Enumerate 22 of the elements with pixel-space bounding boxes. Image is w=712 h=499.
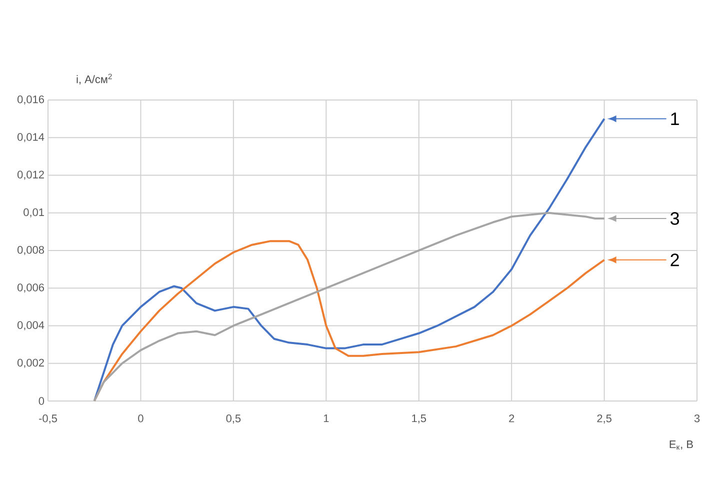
x-tick-label: 1	[324, 414, 329, 422]
y-tick-label: 0	[38, 397, 44, 405]
y-axis-title: i, А/см$^{2}$	[76, 74, 112, 84]
legend-label: 3	[670, 212, 679, 225]
x-tick-label: 0,5	[226, 414, 241, 424]
y-tick-label: 0,002	[17, 358, 44, 368]
x-tick-label: 1,5	[412, 414, 426, 424]
x-tick-label: 3	[694, 414, 700, 422]
x-axis-title: E$_{к}$, В	[670, 440, 693, 450]
x-tick-label: 2,5	[597, 414, 612, 424]
legend-label: 2	[670, 254, 679, 266]
y-tick-label: 0,014	[17, 133, 44, 142]
y-tick-label: 0,008	[17, 246, 44, 256]
y-tick-label: 0,01	[24, 208, 44, 218]
x-tick-label: 2	[509, 414, 514, 422]
legend-label: 1	[671, 112, 679, 125]
y-tick-label: 0,006	[17, 284, 44, 293]
y-tick-label: 0,012	[17, 170, 44, 180]
y-tick-label: 0,016	[17, 95, 44, 105]
y-tick-label: 0,004	[17, 321, 44, 330]
x-tick-label: 0	[138, 414, 144, 422]
x-tick-label: -0,5	[39, 414, 57, 424]
